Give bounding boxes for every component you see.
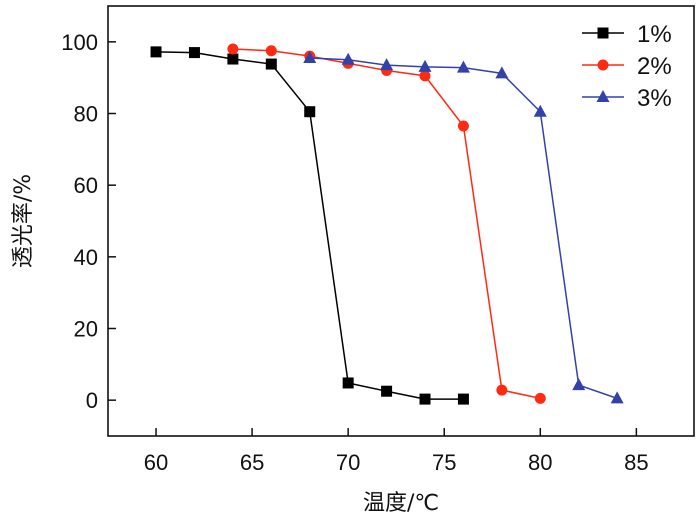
legend-marker — [596, 90, 610, 102]
data-point — [265, 45, 277, 57]
y-tick-label: 100 — [61, 30, 98, 55]
series-1 — [150, 46, 469, 405]
data-point — [381, 385, 393, 397]
data-point — [342, 377, 354, 389]
x-tick-label: 80 — [528, 450, 552, 475]
data-point — [419, 393, 431, 405]
data-point — [572, 378, 586, 391]
data-point — [534, 392, 546, 404]
legend-marker — [597, 59, 609, 71]
data-point — [533, 104, 547, 117]
series-line — [232, 48, 541, 400]
y-tick-label: 60 — [74, 173, 98, 198]
data-point — [304, 106, 316, 118]
data-point — [610, 391, 624, 404]
data-point — [227, 53, 239, 65]
series-2 — [227, 43, 546, 404]
x-tick-label: 70 — [336, 450, 360, 475]
y-tick-label: 20 — [74, 317, 98, 342]
legend-marker — [597, 27, 609, 39]
plot-frame — [107, 5, 695, 437]
y-tick-label: 0 — [86, 388, 98, 413]
y-tick-label: 80 — [74, 102, 98, 127]
legend-label: 2% — [637, 53, 672, 80]
y-axis-ticks: 0 20 40 60 80 100 — [61, 30, 116, 413]
x-axis-ticks: 60 65 70 75 80 85 — [144, 428, 649, 475]
series-line — [156, 51, 464, 400]
x-tick-label: 65 — [240, 450, 264, 475]
legend-item: 1% — [582, 21, 672, 48]
data-point — [495, 66, 509, 79]
data-point — [303, 50, 317, 63]
x-tick-label: 75 — [432, 450, 456, 475]
data-point — [456, 60, 470, 73]
data-point — [457, 120, 469, 132]
data-point — [188, 47, 200, 59]
data-point — [419, 70, 431, 82]
legend-item: 3% — [582, 85, 672, 112]
legend: 1% 2% 3% — [582, 21, 672, 112]
data-point — [265, 58, 277, 70]
data-point — [457, 393, 469, 405]
x-axis-title: 温度/℃ — [363, 491, 439, 516]
data-point — [496, 384, 508, 396]
data-point — [341, 52, 355, 65]
legend-label: 3% — [637, 85, 672, 112]
data-point — [150, 46, 162, 58]
x-tick-label: 85 — [624, 450, 648, 475]
y-axis-title: 透光率/% — [11, 174, 36, 268]
data-point — [227, 43, 239, 55]
data-point — [418, 59, 432, 72]
legend-item: 2% — [582, 53, 672, 80]
series-layer — [150, 43, 624, 405]
legend-label: 1% — [637, 21, 672, 48]
series-line — [309, 57, 618, 400]
y-tick-label: 40 — [74, 245, 98, 270]
data-point — [380, 58, 394, 71]
x-tick-label: 60 — [144, 450, 168, 475]
series-3 — [303, 50, 624, 404]
